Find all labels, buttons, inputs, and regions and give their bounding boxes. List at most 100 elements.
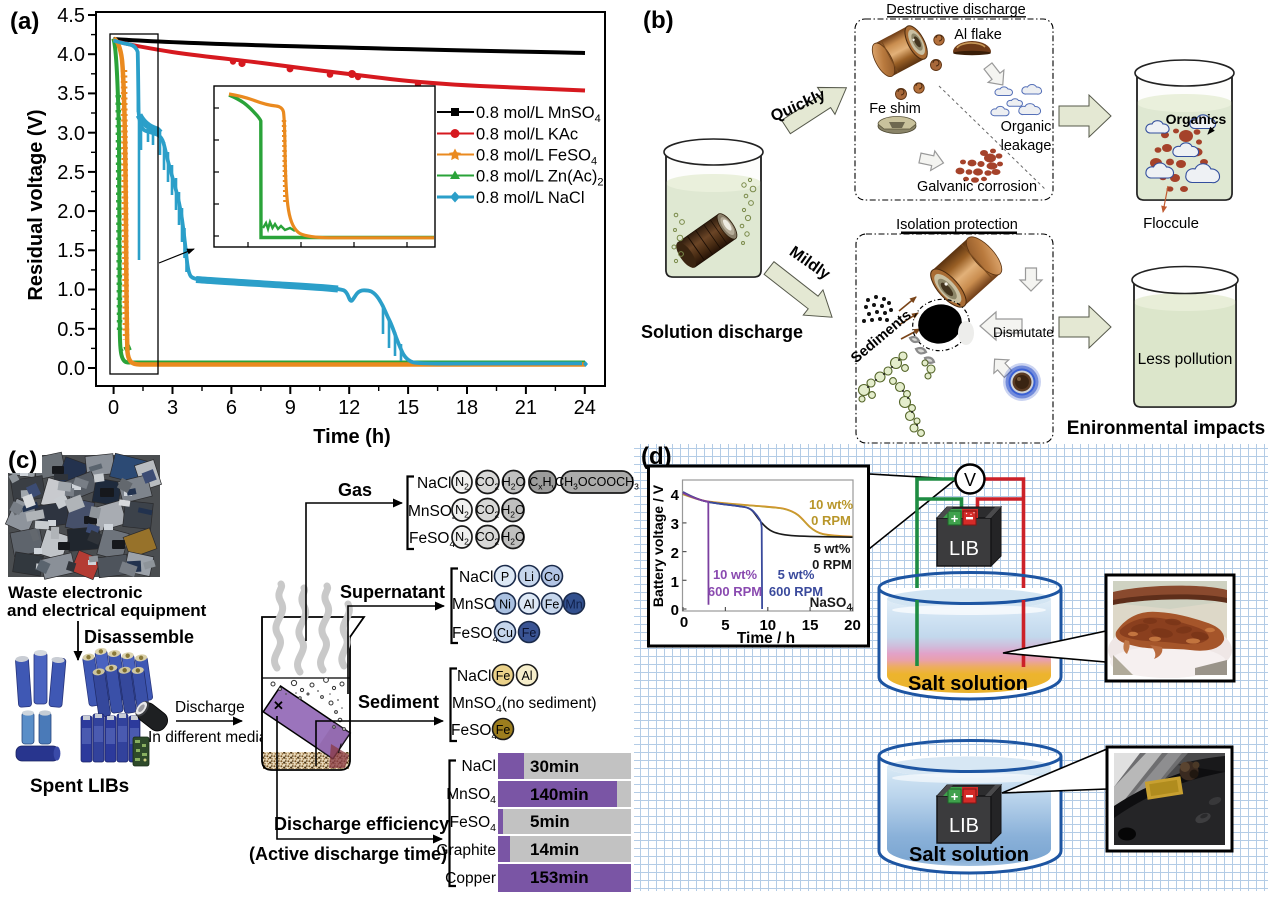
- svg-text:0.8 mol/L KAc: 0.8 mol/L KAc: [476, 126, 578, 144]
- svg-text:Residual voltage (V): Residual voltage (V): [25, 109, 47, 300]
- svg-text:3: 3: [671, 516, 679, 533]
- svg-text:MnSO4(no sediment): MnSO4(no sediment): [452, 695, 597, 715]
- svg-text:1.0: 1.0: [57, 279, 85, 301]
- svg-text:5min: 5min: [530, 812, 570, 831]
- svg-text:0.8 mol/L Zn(Ac)2: 0.8 mol/L Zn(Ac)2: [476, 168, 603, 189]
- svg-text:4: 4: [671, 487, 680, 504]
- svg-text:15: 15: [802, 617, 819, 634]
- svg-text:Sediment: Sediment: [358, 692, 439, 712]
- svg-text:0.8 mol/L FeSO4: 0.8 mol/L FeSO4: [476, 147, 597, 168]
- svg-text:Disassemble: Disassemble: [84, 627, 194, 647]
- svg-text:0: 0: [108, 397, 119, 419]
- svg-text:Destructive discharge: Destructive discharge: [886, 2, 1025, 18]
- svg-text:0.5: 0.5: [57, 319, 85, 341]
- svg-text:1.5: 1.5: [57, 240, 85, 262]
- svg-text:and electrical equipment: and electrical equipment: [7, 601, 207, 620]
- svg-text:24: 24: [574, 397, 596, 419]
- svg-text:2.0: 2.0: [57, 201, 85, 223]
- svg-text:Floccule: Floccule: [1143, 215, 1199, 232]
- svg-text:Solution discharge: Solution discharge: [641, 322, 803, 342]
- svg-text:P: P: [501, 570, 509, 584]
- svg-text:Ni: Ni: [499, 598, 511, 612]
- svg-text:H2O: H2O: [501, 503, 525, 520]
- svg-text:Graphite: Graphite: [437, 842, 496, 859]
- svg-text:Supernatant: Supernatant: [340, 582, 445, 602]
- svg-text:NaCl: NaCl: [462, 758, 496, 775]
- svg-text:153min: 153min: [530, 868, 589, 887]
- svg-text:Fe: Fe: [496, 723, 511, 737]
- svg-text:CO2: CO2: [476, 530, 500, 547]
- svg-text:Salt solution: Salt solution: [909, 844, 1029, 866]
- svg-text:0.0: 0.0: [57, 358, 85, 380]
- svg-text:V: V: [964, 470, 976, 490]
- svg-text:(Active discharge time): (Active discharge time): [249, 844, 447, 864]
- svg-text:Waste electronic: Waste electronic: [8, 583, 142, 602]
- svg-text:0 RPM: 0 RPM: [811, 513, 851, 528]
- svg-text:(b): (b): [643, 7, 674, 34]
- svg-text:LIB: LIB: [949, 538, 979, 560]
- svg-text:3.5: 3.5: [57, 83, 85, 105]
- svg-text:Fe shim: Fe shim: [869, 101, 921, 117]
- svg-text:MnSO4: MnSO4: [446, 786, 496, 806]
- svg-text:Co: Co: [544, 570, 560, 584]
- svg-text:6: 6: [226, 397, 237, 419]
- svg-text:15: 15: [397, 397, 419, 419]
- svg-text:Al flake: Al flake: [954, 27, 1002, 43]
- svg-text:FeSO4: FeSO4: [409, 530, 455, 550]
- svg-text:20: 20: [844, 617, 861, 634]
- svg-text:Spent LIBs: Spent LIBs: [30, 776, 129, 797]
- svg-text:3: 3: [167, 397, 178, 419]
- svg-text:1: 1: [671, 574, 679, 591]
- svg-text:Battery voltage / V: Battery voltage / V: [650, 484, 666, 607]
- svg-text:FeSO4: FeSO4: [450, 814, 496, 834]
- svg-text:0: 0: [671, 602, 679, 619]
- svg-text:CO2: CO2: [476, 503, 500, 520]
- svg-text:H2O: H2O: [502, 475, 526, 492]
- svg-text:Fe: Fe: [496, 669, 511, 683]
- svg-text:600 RPM: 600 RPM: [708, 584, 762, 599]
- svg-text:18: 18: [456, 397, 478, 419]
- svg-text:In different media: In different media: [148, 729, 268, 746]
- svg-text:✕: ✕: [273, 698, 284, 713]
- svg-text:600 RPM: 600 RPM: [769, 584, 823, 599]
- svg-text:Salt solution: Salt solution: [908, 673, 1028, 695]
- svg-text:21: 21: [515, 397, 537, 419]
- svg-text:Al: Al: [523, 598, 534, 612]
- svg-text:30min: 30min: [530, 757, 579, 776]
- svg-text:Cu: Cu: [497, 626, 513, 640]
- svg-text:NaCl: NaCl: [457, 668, 491, 685]
- svg-text:CxHy: CxHy: [529, 475, 556, 492]
- svg-text:0 RPM: 0 RPM: [812, 557, 852, 572]
- svg-text:Discharge efficiency: Discharge efficiency: [274, 814, 449, 834]
- svg-text:FeSO4: FeSO4: [452, 625, 498, 645]
- svg-text:leakage: leakage: [1001, 138, 1052, 154]
- svg-text:NaCl: NaCl: [417, 475, 451, 492]
- svg-text:Discharge: Discharge: [175, 699, 245, 716]
- svg-text:CO2: CO2: [476, 475, 500, 492]
- svg-text:H2O: H2O: [501, 530, 525, 547]
- svg-text:10 wt%: 10 wt%: [809, 497, 854, 512]
- svg-text:5 wt%: 5 wt%: [778, 567, 815, 582]
- svg-text:0: 0: [680, 614, 688, 631]
- svg-text:NaCl: NaCl: [459, 569, 493, 586]
- svg-text:Enironmental impacts: Enironmental impacts: [1067, 418, 1266, 439]
- svg-text:NaSO4: NaSO4: [810, 595, 853, 614]
- svg-text:9: 9: [285, 397, 296, 419]
- svg-text:5 wt%: 5 wt%: [814, 541, 851, 556]
- svg-text:(a): (a): [10, 8, 39, 35]
- svg-text:Copper: Copper: [445, 870, 496, 887]
- svg-text:Mn: Mn: [565, 598, 582, 612]
- svg-text:Fe: Fe: [545, 598, 560, 612]
- svg-text:0.8 mol/L MnSO4: 0.8 mol/L MnSO4: [476, 104, 601, 125]
- svg-text:/: /: [338, 741, 342, 756]
- svg-text:Organics: Organics: [1166, 111, 1227, 127]
- svg-text:Time (h): Time (h): [313, 426, 390, 448]
- svg-text:Isolation protection: Isolation protection: [896, 217, 1018, 233]
- svg-text:Gas: Gas: [338, 480, 372, 500]
- svg-text:12: 12: [338, 397, 360, 419]
- svg-text:(c): (c): [8, 447, 37, 474]
- svg-text:140min: 140min: [530, 785, 589, 804]
- svg-text:Li: Li: [524, 570, 534, 584]
- svg-text:4.0: 4.0: [57, 44, 85, 66]
- svg-text:2.5: 2.5: [57, 162, 85, 184]
